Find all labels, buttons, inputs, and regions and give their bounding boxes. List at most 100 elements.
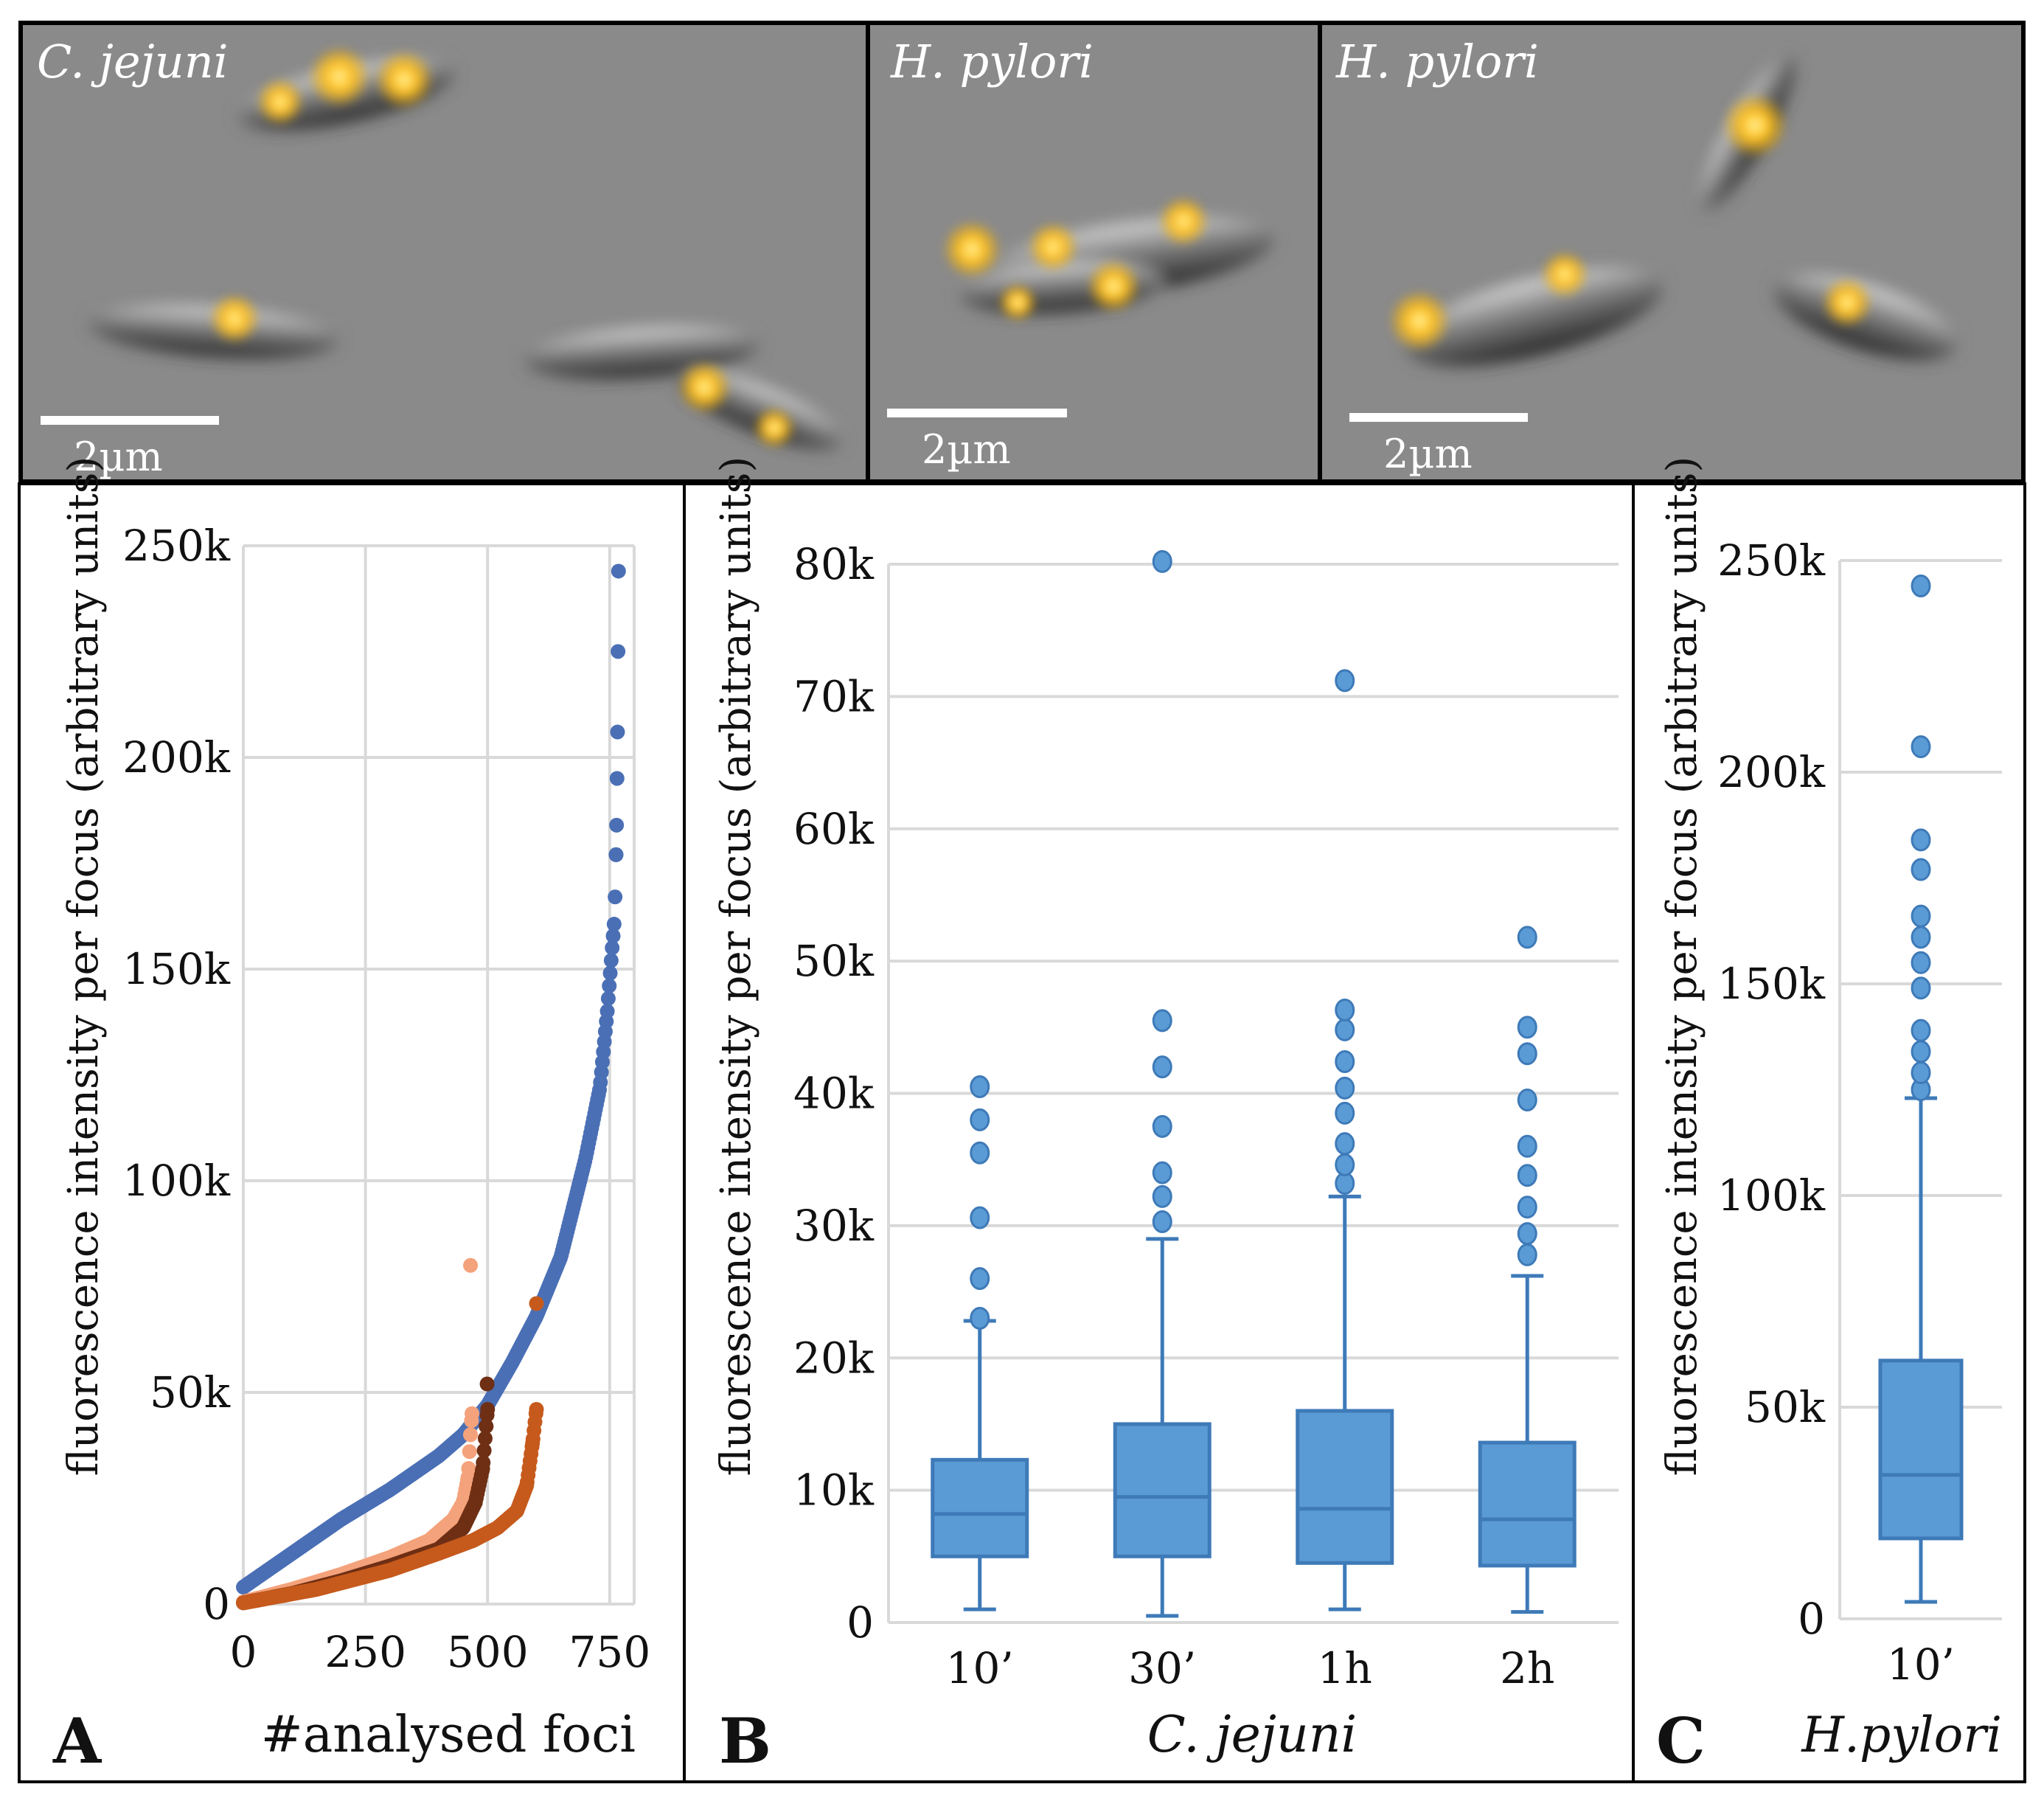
outlier-point	[1335, 998, 1355, 1021]
y-tick-label: 50k	[1745, 1382, 1826, 1432]
box-10’	[931, 1075, 1029, 1611]
scatter-point	[463, 1427, 479, 1443]
boxes	[1878, 574, 1964, 1604]
scatter-point	[600, 990, 616, 1006]
scatter-point	[605, 940, 620, 956]
panel-letter-c: C	[1656, 1704, 1706, 1777]
scatter-point	[602, 978, 617, 993]
microscopy-panel-1: C. jejuni 2µm	[23, 25, 866, 480]
scatter-point	[605, 929, 621, 944]
outlier-point	[1335, 1153, 1355, 1176]
scatter-point	[606, 917, 622, 932]
outlier-point	[1517, 1164, 1537, 1187]
y-tick-label: 20k	[793, 1333, 875, 1383]
box-10’	[1878, 574, 1964, 1604]
y-ticks: 0 10k 20k 30k 40k 50k 60k 70k 80k	[793, 539, 875, 1648]
y-axis-label: fluorescence intensity per focus (arbitr…	[1658, 457, 1706, 1476]
scatter-point	[608, 847, 624, 863]
outlier-point	[1152, 1184, 1172, 1208]
y-tick-label: 0	[847, 1597, 874, 1648]
box-iqr	[1478, 1440, 1577, 1568]
scatter-point	[609, 817, 625, 833]
scatter-point	[477, 1431, 493, 1446]
outlier-point	[1152, 1114, 1172, 1138]
box-iqr	[1113, 1422, 1212, 1558]
y-tick-label: 250k	[122, 521, 231, 571]
y-tick-label: 200k	[122, 732, 231, 782]
scatter-point	[603, 953, 619, 968]
scatter-point	[476, 1443, 492, 1458]
outlier-point	[1335, 1076, 1355, 1100]
outlier-point	[1517, 1196, 1537, 1219]
microscopy-species-2: H. pylori	[890, 35, 1094, 89]
y-tick-label: 70k	[793, 671, 875, 721]
series-h-pylori-10-	[236, 563, 626, 1595]
scatter-point	[610, 724, 625, 740]
scatter-point	[525, 1435, 540, 1451]
box-iqr	[1878, 1358, 1964, 1541]
outlier-point	[970, 1108, 990, 1131]
x-axis-label: #analysed foci	[261, 1706, 636, 1764]
outlier-point	[1517, 1016, 1537, 1039]
scatter-point	[467, 1495, 483, 1510]
scatter-point	[479, 1418, 494, 1434]
scatter-point	[480, 1401, 496, 1417]
y-axis-label: fluorescence intensity per focus (arbitr…	[712, 457, 760, 1476]
y-tick-label: 50k	[150, 1367, 231, 1417]
outlier-point	[970, 1075, 990, 1099]
outlier-point	[1911, 735, 1931, 759]
panel-letter-a: A	[52, 1704, 102, 1777]
panel-a-scatter: 0 50k 100k 150k 200k 250k 0 250 500 750 fluoresc…	[52, 457, 650, 1777]
microscopy-species-3: H. pylori	[1335, 35, 1539, 89]
scatter-point	[462, 1444, 477, 1460]
y-tick-label: 50k	[793, 936, 875, 986]
series-c-jejuni-1h	[236, 1296, 544, 1611]
x-tick-label: 0	[230, 1627, 257, 1677]
panel-letter-b: B	[719, 1704, 771, 1777]
scatter-outlier	[529, 1296, 544, 1311]
outlier-point	[1911, 1019, 1931, 1042]
y-tick-label: 0	[203, 1579, 230, 1629]
box-iqr	[931, 1457, 1029, 1558]
y-tick-label: 100k	[122, 1156, 231, 1206]
outlier-point	[970, 1306, 990, 1330]
outlier-point	[1152, 1210, 1172, 1233]
outlier-point	[1152, 1009, 1172, 1033]
outlier-point	[1335, 1101, 1355, 1125]
box-1h	[1296, 669, 1394, 1611]
y-tick-label: 0	[1798, 1594, 1825, 1644]
x-tick-label: 250	[324, 1627, 406, 1677]
chart-title: H.pylori	[1801, 1707, 2002, 1763]
x-ticks: 10’	[1887, 1639, 1955, 1690]
y-tick-label: 250k	[1717, 535, 1826, 586]
box-30’	[1113, 549, 1212, 1618]
boxes	[931, 549, 1577, 1618]
y-tick-label: 60k	[793, 804, 875, 854]
y-tick-label: 200k	[1717, 747, 1826, 797]
scale-bar-3	[1349, 413, 1528, 422]
grid	[887, 563, 1619, 1624]
scatter-point	[510, 1503, 524, 1519]
x-tick-label: 2h	[1500, 1643, 1554, 1693]
outlier-point	[1335, 1132, 1355, 1156]
scatter-outlier	[479, 1376, 495, 1392]
outlier-point	[970, 1141, 990, 1165]
panel-c-boxplot: 0 50k 100k 150k 200k 250k 10’ fluorescence in…	[1656, 457, 2002, 1777]
grid	[242, 544, 636, 1606]
outlier-point	[1517, 1134, 1537, 1158]
x-tick-label: 10’	[946, 1643, 1014, 1693]
y-tick-label: 80k	[793, 539, 875, 589]
outlier-point	[1911, 1040, 1931, 1063]
y-tick-label: 10k	[793, 1465, 875, 1516]
y-axis-label: fluorescence intensity per focus (arbitr…	[60, 457, 108, 1476]
scatter-points	[236, 563, 626, 1611]
outlier-point	[1911, 976, 1931, 1000]
scatter-point	[460, 1469, 476, 1485]
outlier-point	[1517, 926, 1537, 949]
scatter-point	[519, 1478, 535, 1493]
outlier-point	[1911, 828, 1931, 852]
x-tick-label: 500	[447, 1627, 529, 1677]
chart-frames	[18, 482, 2026, 1783]
y-tick-label: 150k	[1717, 959, 1826, 1009]
